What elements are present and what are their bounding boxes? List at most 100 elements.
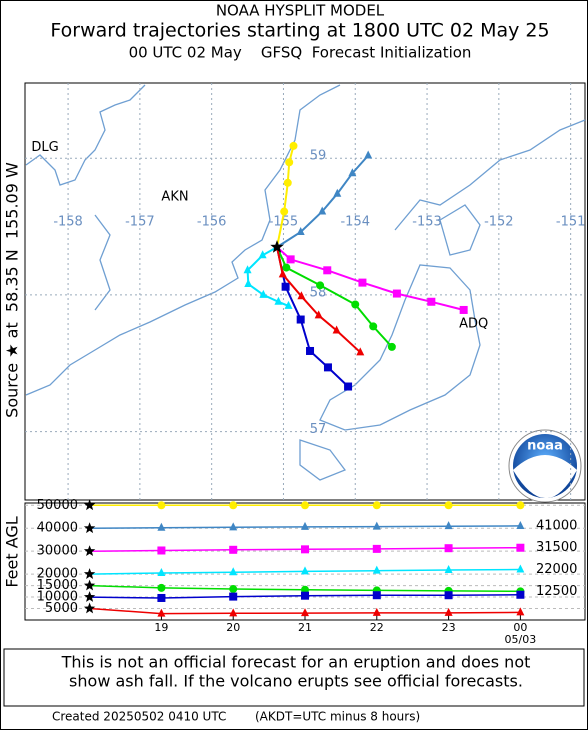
start-star — [83, 499, 96, 511]
marker — [372, 607, 381, 616]
marker — [157, 583, 166, 592]
end-height-label: 31500 — [536, 540, 577, 555]
marker — [229, 585, 238, 594]
marker — [444, 564, 453, 573]
x-date-label: 05/03 — [505, 633, 537, 646]
logo-text: noaa — [527, 439, 563, 454]
lat-label: 58 — [310, 285, 327, 300]
marker — [314, 310, 323, 319]
source-label: Source ★ at 58.35 N 155.09 W — [3, 162, 22, 418]
marker — [289, 141, 298, 150]
marker — [516, 520, 525, 529]
marker — [278, 269, 287, 278]
lon-label: -157 — [125, 215, 155, 230]
y-tick-label: 40000 — [37, 521, 78, 536]
y-axis-label: Feet AGL — [3, 516, 22, 587]
marker — [157, 546, 166, 555]
marker — [516, 564, 525, 573]
y-tick-label: 20000 — [37, 567, 78, 582]
x-tick-label: 19 — [154, 621, 168, 634]
marker — [306, 346, 315, 355]
marker — [229, 522, 238, 531]
marker — [229, 567, 238, 576]
lat-label: 59 — [310, 149, 327, 164]
marker — [229, 501, 238, 510]
y-tick-label: 5000 — [45, 601, 78, 616]
marker — [372, 521, 381, 530]
marker — [444, 607, 453, 616]
marker — [459, 305, 468, 314]
marker — [323, 363, 332, 372]
marker — [369, 322, 378, 331]
marker — [243, 265, 252, 274]
marker — [283, 178, 292, 187]
y-tick-label: 10000 — [37, 590, 78, 605]
marker — [516, 501, 525, 510]
marker — [280, 207, 289, 216]
coast — [394, 119, 586, 231]
place-label: DLG — [31, 140, 58, 155]
coast — [25, 84, 146, 186]
subtitle: Forward trajectories starting at 1800 UT… — [50, 20, 549, 42]
marker — [332, 325, 341, 334]
marker — [282, 263, 291, 272]
x-tick-label: 00 — [513, 621, 527, 634]
marker — [229, 592, 238, 601]
lon-label: -155 — [269, 215, 299, 230]
marker — [444, 544, 453, 553]
noaa-logo: noaa — [508, 429, 582, 503]
marker — [157, 522, 166, 531]
marker — [297, 291, 306, 300]
marker — [372, 501, 381, 510]
disclaimer-box — [3, 648, 585, 707]
marker — [318, 206, 327, 215]
coast — [94, 214, 111, 311]
trajectory — [276, 246, 361, 354]
y-tick-label: 15000 — [37, 578, 78, 593]
start-star — [83, 522, 96, 534]
logo-gull — [513, 455, 577, 499]
title: NOAA HYSPLIT MODEL — [216, 2, 385, 20]
marker — [372, 544, 381, 553]
marker — [333, 188, 342, 197]
end-height-label: 22000 — [536, 562, 577, 577]
start-star — [83, 591, 96, 602]
marker — [301, 521, 309, 530]
marker — [284, 300, 293, 309]
marker — [301, 501, 309, 510]
marker — [392, 289, 401, 298]
marker — [516, 590, 525, 599]
start-star — [83, 602, 96, 614]
marker — [301, 566, 309, 575]
lat-label: 57 — [310, 422, 327, 437]
marker — [274, 296, 283, 305]
lon-label: -154 — [340, 215, 370, 230]
marker — [344, 382, 353, 391]
coastlines — [25, 84, 586, 481]
marker — [444, 521, 453, 530]
marker — [387, 342, 396, 351]
x-tick-label: 22 — [370, 621, 384, 634]
marker — [427, 297, 436, 306]
place-label: ADQ — [459, 317, 488, 332]
disclaimer-line: This is not an official forecast for an … — [61, 653, 531, 672]
coast — [319, 264, 481, 431]
coast — [25, 84, 341, 396]
lon-label: -158 — [53, 215, 83, 230]
lon-label: -153 — [412, 215, 442, 230]
marker — [316, 281, 325, 290]
coast — [439, 204, 481, 256]
time-note: (AKDT=UTC minus 8 hours) — [255, 710, 420, 724]
y-tick-label: 30000 — [37, 544, 78, 559]
marker — [351, 300, 360, 309]
start-star — [83, 545, 96, 556]
marker — [358, 278, 367, 287]
marker — [244, 278, 253, 287]
marker — [516, 543, 525, 552]
marker — [444, 501, 453, 510]
x-tick-label: 23 — [442, 621, 456, 634]
marker — [157, 567, 166, 576]
end-height-label: 41000 — [536, 518, 577, 533]
